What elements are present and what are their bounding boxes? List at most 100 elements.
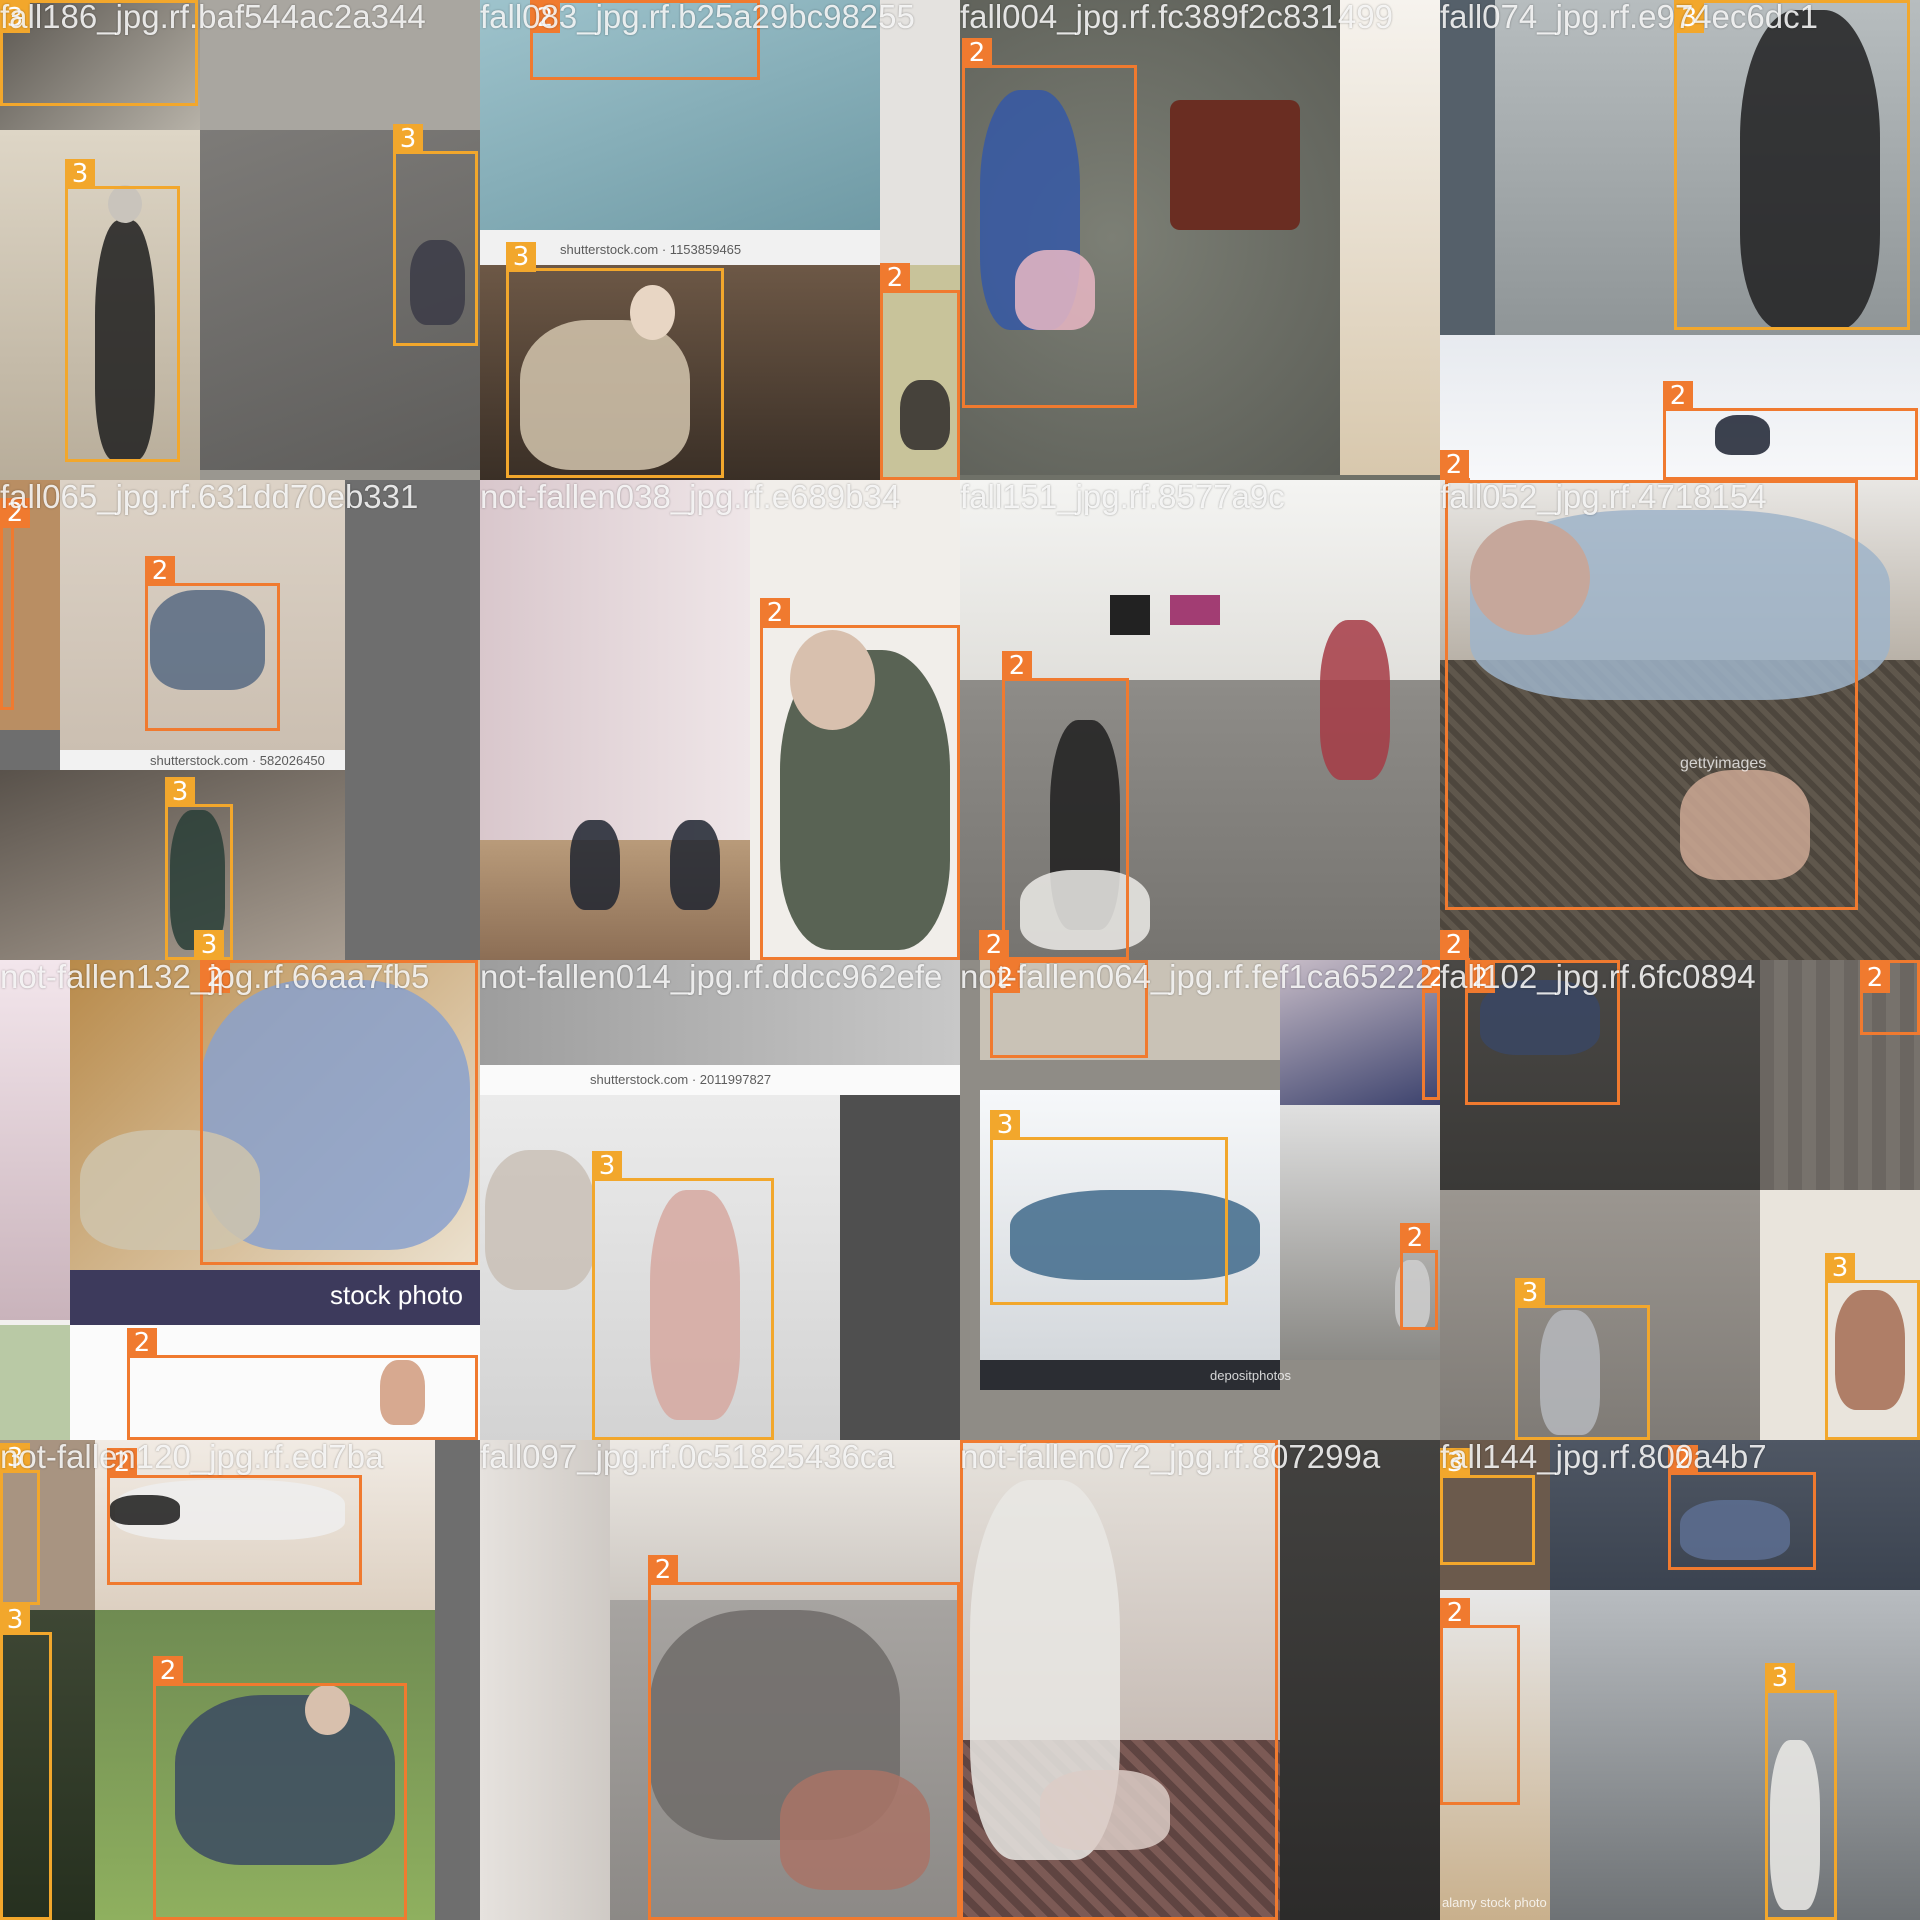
tile-title: fall065_jpg.rf.631dd70eb331 (0, 480, 419, 515)
bbox-class-3: 3 (1515, 1278, 1650, 1440)
person (1715, 415, 1770, 455)
bbox-class-3: 2 (200, 960, 478, 1265)
photo-region (1280, 1440, 1440, 1920)
person (1835, 1290, 1905, 1410)
photo-region (480, 1065, 960, 1095)
mosaic-tile: shutterstock.com · 1153859465 2 3 2 fall… (480, 0, 960, 480)
person (170, 810, 225, 950)
bbox-class-3: 3 (1674, 0, 1910, 330)
tile-title: not-fallen132_jpg.rf.66aa7fb5 (0, 960, 430, 995)
bbox-label: 2 (760, 598, 790, 628)
tile-title: fall097_jpg.rf.0c51825436ca (480, 1440, 895, 1475)
bbox-label: 3 (1674, 3, 1704, 33)
person (485, 1150, 595, 1290)
bbox-label: 2 (880, 263, 910, 293)
bbox-class-2: 2 (1465, 960, 1620, 1105)
photo-region (1340, 0, 1440, 475)
person (1680, 770, 1810, 880)
person (900, 380, 950, 450)
bbox-label: 2 (962, 38, 992, 68)
bbox-label: 3 (1515, 1278, 1545, 1308)
photo-region (1550, 1590, 1920, 1920)
photo-region (1170, 595, 1220, 625)
bbox-class-3: 3 (0, 1605, 52, 1920)
person (380, 1360, 425, 1425)
person (80, 1130, 260, 1250)
bbox-label: 2 (1860, 963, 1890, 993)
bbox-class-2: 2 (107, 1448, 362, 1585)
bbox-class-3: 3 (592, 1151, 774, 1440)
person (780, 1770, 930, 1890)
bbox-class-2: 2 (530, 0, 760, 80)
bbox-class-3: 3 (393, 124, 478, 346)
person (1010, 1190, 1260, 1280)
tile-title: fall074_jpg.rf.e974ec6dc1 (1440, 0, 1818, 35)
bbox-label: 2 (979, 930, 1009, 960)
bbox-class-2: 2 (648, 1555, 960, 1920)
tile-title: fall052_jpg.rf.4718154 (1440, 480, 1767, 515)
mosaic-tile: 3 2 3 2 not-fallen120_jpg.rf.ed7ba (0, 1440, 480, 1920)
photo-region (840, 1095, 960, 1440)
person (410, 240, 465, 325)
bbox-label: 3 (1440, 1448, 1470, 1478)
tile-title: fall144_jpg.rf.800a4b7 (1440, 1440, 1767, 1475)
bbox-class-3: 3 (990, 1110, 1228, 1305)
bbox-class-2: 2 (962, 38, 1137, 408)
bbox-class-2: 2 (760, 598, 960, 960)
person (95, 220, 155, 460)
tile-title: fall151_jpg.rf.8577a9c (960, 480, 1285, 515)
bbox-class-2: 2 (990, 960, 1148, 1058)
bbox-label: 2 (1465, 963, 1495, 993)
bbox-label: 2 (1668, 1445, 1698, 1475)
bbox-label: 3 (990, 1110, 1020, 1140)
bbox-class-2: 2 (127, 1328, 478, 1440)
bbox-label: 3 (506, 242, 536, 272)
bbox-label: 3 (1825, 1253, 1855, 1283)
bbox-label: 2 (960, 1440, 990, 1443)
bbox-label: 2 (145, 556, 175, 586)
person-head (790, 630, 875, 730)
bbox-class-2: 2 (960, 1440, 1278, 1920)
bbox-label: 2 (1002, 651, 1032, 681)
photo-region (480, 1440, 610, 1920)
bbox-label: 3 (0, 1605, 30, 1635)
tile-title: not-fallen014_jpg.rf.ddcc962efe (480, 960, 943, 995)
bbox-label: 2 (1445, 480, 1475, 483)
person (570, 820, 620, 910)
bbox-label: 3 (65, 159, 95, 189)
bbox-class-2: 2 (1440, 930, 1470, 960)
bbox-class-2: 2 (1400, 1223, 1438, 1330)
bbox-class-2: 2 (1002, 651, 1129, 960)
watermark: stock photo (330, 1280, 463, 1310)
mosaic-tile: depositphotos 3 2 2 2 not-fallen064_jpg.… (960, 960, 1440, 1440)
bbox-class-2: 2 (979, 930, 1010, 960)
person (1480, 980, 1600, 1055)
tile-title: fall004_jpg.rf.fc389f2c831499 (960, 0, 1393, 35)
tile-title: not-fallen072_jpg.rf.807299a (960, 1440, 1381, 1475)
photo-region (1760, 960, 1920, 1190)
photo-region (880, 0, 960, 265)
photo-region (1440, 0, 1495, 335)
watermark: shutterstock.com · 1153859465 (560, 242, 742, 257)
bbox-class-2: 2 (1663, 381, 1918, 480)
bbox-label: 2 (1400, 1223, 1430, 1253)
bbox-label: 2 (530, 3, 560, 33)
bbox-label: 3 (0, 3, 30, 33)
person (110, 1495, 180, 1525)
photo-region (0, 0, 200, 130)
person (650, 1190, 740, 1420)
photo-region (1280, 960, 1440, 1105)
mosaic-tile: 3 3 3 fall186_jpg.rf.baf544ac2a344 (0, 0, 480, 480)
bbox-class-3: 3 (1440, 1448, 1535, 1565)
bbox-class-2: 2 (1440, 450, 1470, 480)
bbox-label: 3 (194, 930, 224, 960)
person (1740, 10, 1880, 330)
photo-region (480, 230, 880, 265)
bbox-label: 2 (107, 1448, 137, 1478)
watermark: gettyimages (1680, 755, 1767, 772)
bbox-label: 2 (1422, 963, 1440, 993)
person (1015, 250, 1095, 330)
person-head (108, 185, 142, 223)
mosaic-tile: 2 3 3 2 fall102_jpg.rf.6fc0894 (1440, 960, 1920, 1440)
